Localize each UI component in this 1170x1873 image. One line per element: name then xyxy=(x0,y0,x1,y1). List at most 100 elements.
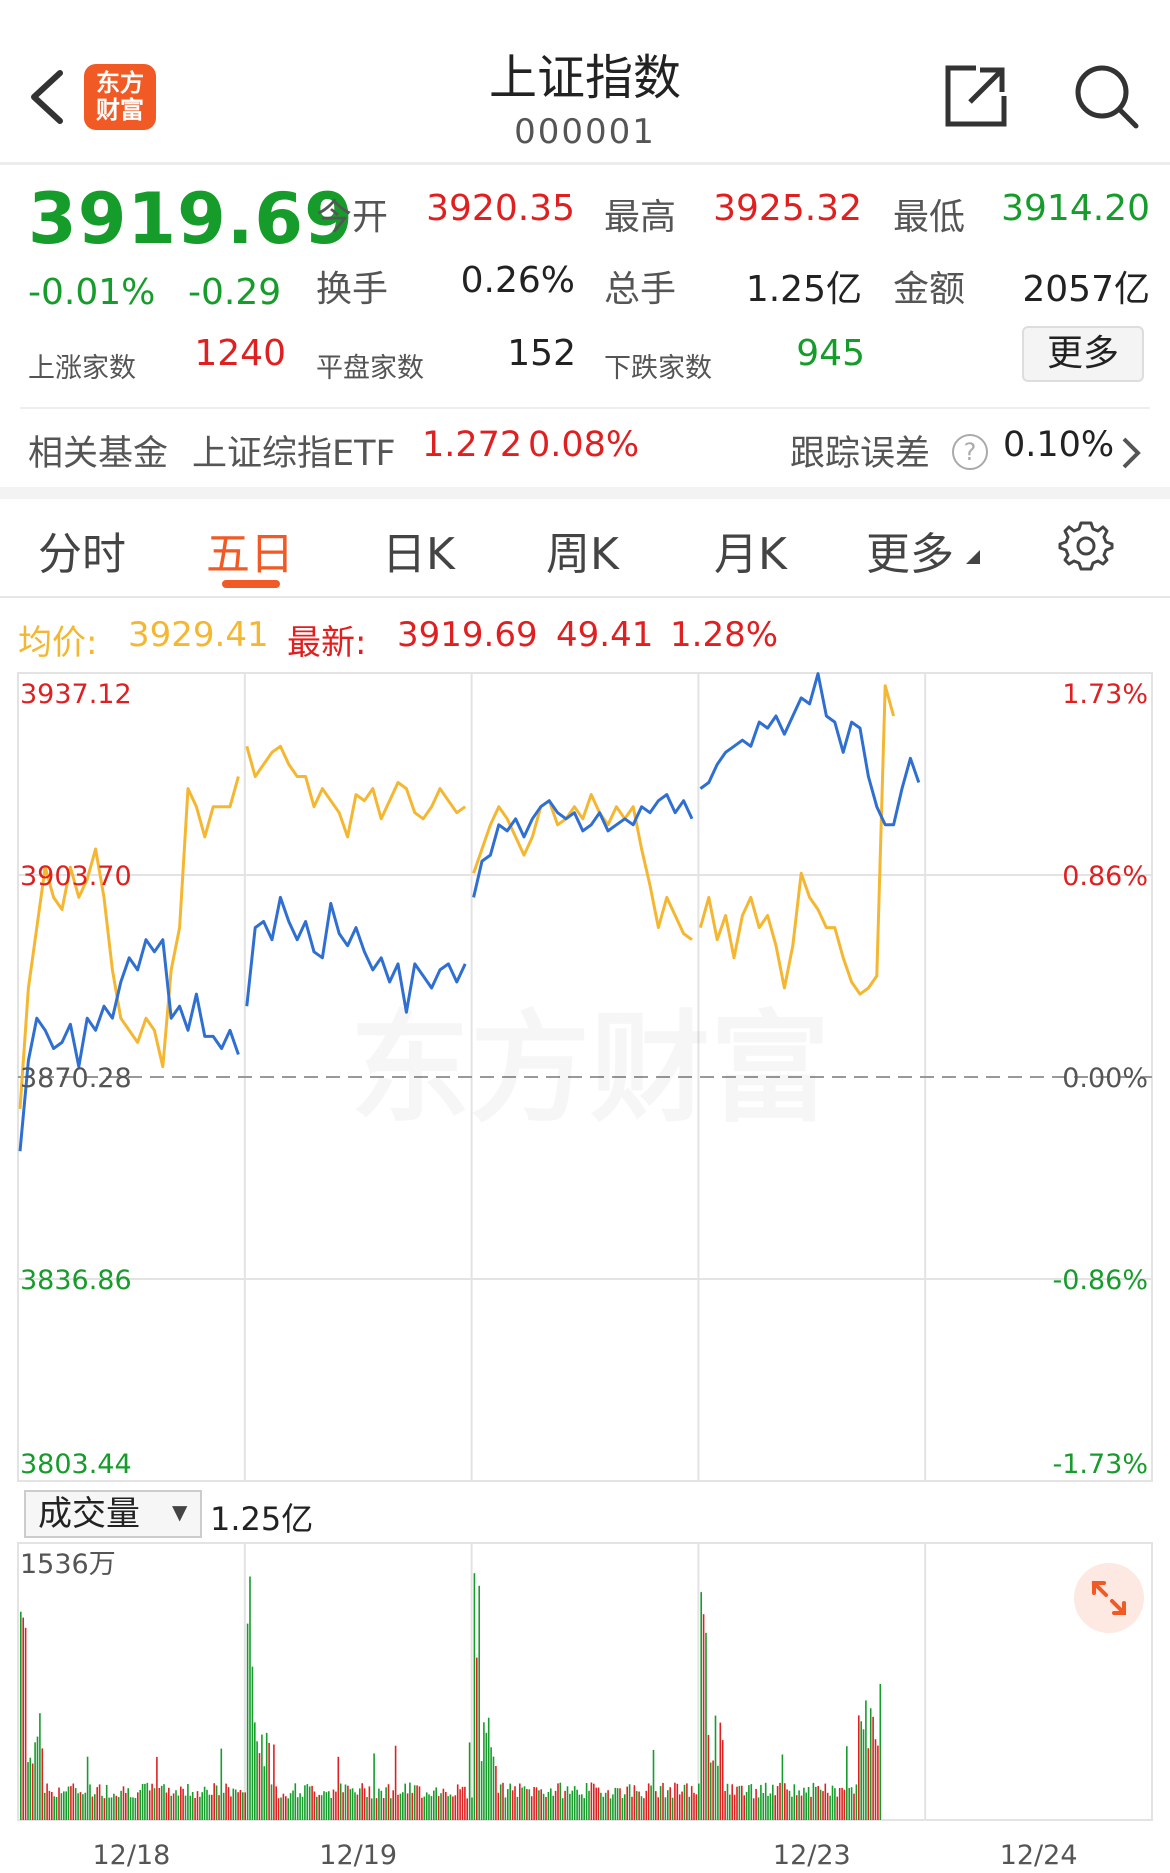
chevron-right-icon[interactable] xyxy=(1118,433,1142,473)
volume-bar xyxy=(86,1756,89,1820)
avg-price-line-day-1 xyxy=(18,776,240,1110)
volume-bar xyxy=(230,1796,232,1820)
volume-bar xyxy=(137,1792,139,1820)
avg-price-line-day-2 xyxy=(245,744,467,839)
volume-bar xyxy=(528,1789,531,1820)
tab-daily-k[interactable]: 日K xyxy=(382,529,455,580)
volume-bar xyxy=(65,1791,67,1820)
help-icon[interactable]: ? xyxy=(952,434,988,470)
share-button[interactable] xyxy=(940,60,1012,132)
volume-bar xyxy=(545,1796,547,1820)
volume-bar xyxy=(752,1798,755,1820)
fund-change: 0.08% xyxy=(528,425,640,465)
search-button[interactable] xyxy=(1070,60,1142,132)
volume-bar xyxy=(404,1783,406,1820)
volume-bar xyxy=(239,1790,242,1820)
avg-price-line-day-4 xyxy=(698,684,896,996)
expand-chart-button[interactable] xyxy=(1074,1563,1144,1633)
volume-bar xyxy=(640,1796,643,1820)
stock-code: 000001 xyxy=(514,112,656,152)
volume-bar xyxy=(578,1794,581,1820)
volume-bar xyxy=(79,1792,82,1820)
volume-bar xyxy=(120,1790,122,1820)
volume-bar xyxy=(263,1766,266,1820)
indicator-selector[interactable]: 成交量 xyxy=(24,1490,202,1538)
volume-bar xyxy=(695,1794,698,1820)
fund-price: 1.272 xyxy=(422,425,523,465)
volume-bar xyxy=(168,1787,170,1820)
volume-bar xyxy=(698,1783,700,1820)
y-left-tick-label: 3937.12 xyxy=(20,679,132,710)
volume-bar xyxy=(363,1788,366,1820)
turnover-label: 换手 xyxy=(316,269,389,310)
more-stats-button[interactable]: 更多 xyxy=(1022,326,1144,382)
volume-bar xyxy=(793,1784,796,1820)
tab-monthly-k[interactable]: 月K xyxy=(714,529,787,580)
latest-value: 3919.69 xyxy=(397,615,538,655)
fund-name[interactable]: 上证综指ETF xyxy=(192,434,396,474)
volume-bar xyxy=(304,1785,306,1820)
volume-bar xyxy=(373,1753,375,1820)
app-logo: 东方 财富 xyxy=(84,64,156,130)
volume-bar xyxy=(148,1790,151,1820)
volume-bar xyxy=(843,1789,846,1820)
volume-bar xyxy=(180,1786,182,1820)
volume-bar xyxy=(413,1785,416,1820)
volume-bar xyxy=(566,1786,569,1820)
volume-bar xyxy=(175,1790,177,1820)
volume-bar xyxy=(664,1797,667,1820)
volume-bar xyxy=(280,1797,282,1820)
volume-bar xyxy=(265,1732,268,1820)
five-day-chart[interactable]: 东方财富 3937.12 1.73% 3903.70 0.86% 3870.28 0.00… xyxy=(0,668,1170,1873)
volume-bar xyxy=(800,1795,803,1820)
volume-bar xyxy=(318,1794,320,1820)
volume-bar xyxy=(184,1795,187,1820)
tab-intraday[interactable]: 分时 xyxy=(38,529,126,580)
volume-bar xyxy=(590,1782,593,1820)
volume-bar xyxy=(342,1792,344,1820)
volume-bar xyxy=(647,1783,650,1820)
volume-bar xyxy=(387,1784,390,1820)
volume-bar xyxy=(58,1787,60,1820)
volume-bar xyxy=(597,1787,600,1820)
volume-bar xyxy=(760,1784,762,1820)
volume-bar xyxy=(196,1791,199,1820)
volume-bar xyxy=(807,1787,810,1820)
volume-bar xyxy=(473,1573,476,1820)
tab-more[interactable]: 更多 xyxy=(866,529,954,580)
back-button[interactable] xyxy=(20,55,80,135)
volume-bar xyxy=(316,1796,318,1820)
volume-bar xyxy=(399,1793,402,1820)
volume-bar xyxy=(301,1796,304,1820)
volume-bar xyxy=(817,1786,819,1820)
volume-bar xyxy=(108,1797,110,1820)
volume-bar xyxy=(729,1794,731,1820)
volume-bar xyxy=(41,1748,44,1820)
volume-bar xyxy=(349,1789,352,1820)
latest-change: 49.41 xyxy=(556,615,654,655)
gear-icon xyxy=(1058,521,1114,571)
volume-bar xyxy=(244,1792,246,1820)
volume-bar xyxy=(750,1784,753,1820)
volume-bar xyxy=(490,1747,492,1820)
volume-bar xyxy=(51,1792,53,1820)
volume-bar xyxy=(812,1782,815,1820)
volume-bar xyxy=(635,1791,638,1820)
y-right-tick-label: -0.86% xyxy=(1052,1265,1148,1296)
volume-bar xyxy=(707,1734,710,1820)
tab-five-day[interactable]: 五日 xyxy=(206,529,294,580)
volume-bar xyxy=(819,1789,822,1820)
avg-price-label: 均价: xyxy=(18,623,98,663)
volume-bar xyxy=(428,1794,430,1820)
volume-bar xyxy=(869,1708,872,1820)
volume-bar xyxy=(741,1785,743,1820)
volume-bar xyxy=(409,1782,411,1820)
volume-bar xyxy=(748,1785,750,1820)
volume-bar xyxy=(60,1793,63,1820)
chart-settings-button[interactable] xyxy=(1058,517,1114,573)
tab-weekly-k[interactable]: 周K xyxy=(546,529,619,580)
volume-bar xyxy=(569,1793,571,1820)
volume-bar xyxy=(471,1797,473,1820)
volume-bar xyxy=(344,1784,347,1820)
volume-bar xyxy=(686,1783,688,1820)
